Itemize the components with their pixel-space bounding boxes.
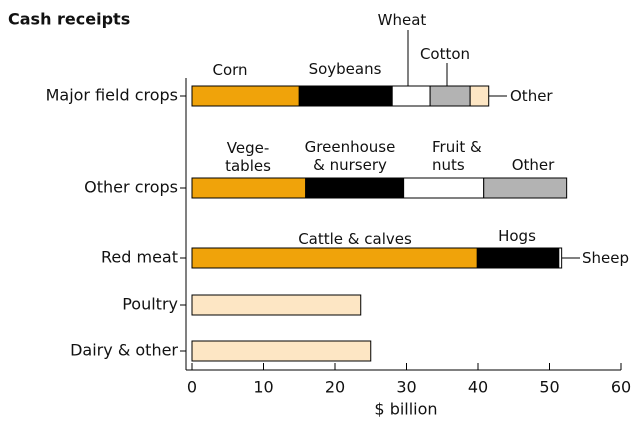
bar-segment	[469, 85, 490, 107]
bar-segment	[191, 247, 478, 269]
bar-segment	[476, 247, 560, 269]
bar-segment	[191, 340, 372, 362]
x-axis-label: $ billion	[374, 400, 437, 419]
x-tick-label: 0	[187, 378, 197, 397]
bar-segment	[191, 294, 362, 316]
y-tick-label: Dairy & other	[70, 341, 178, 360]
x-tick-label: 40	[468, 378, 488, 397]
bar-segment	[391, 85, 431, 107]
x-tick-label: 60	[611, 378, 631, 397]
x-tick-label: 10	[253, 378, 273, 397]
segment-label: Hogs	[498, 227, 536, 245]
segment-label: Other	[512, 156, 555, 174]
segment-label: Wheat	[378, 11, 427, 29]
y-tick-label: Red meat	[101, 248, 178, 267]
x-tick-label: 20	[325, 378, 345, 397]
segment-label: Soybeans	[309, 60, 382, 78]
segment-label: Cattle & calves	[298, 230, 412, 248]
chart-title: Cash receipts	[8, 10, 130, 29]
y-tick-label: Other crops	[84, 178, 178, 197]
bar-segment	[483, 177, 568, 199]
segment-label: Corn	[212, 61, 247, 79]
x-tick-label: 30	[396, 378, 416, 397]
segment-label: Other	[510, 87, 553, 105]
bar-segment	[191, 177, 307, 199]
segment-label: Greenhouse & nursery	[305, 138, 396, 174]
x-tick-label: 50	[539, 378, 559, 397]
segment-label: Fruit & nuts	[432, 138, 482, 174]
bar-segment	[403, 177, 485, 199]
bar-segment	[305, 177, 405, 199]
segment-label: Vege-tables	[225, 139, 271, 175]
bar-segment	[558, 247, 563, 269]
bar-segment	[191, 85, 300, 107]
segment-label: Sheep	[582, 249, 629, 267]
segment-label: Cotton	[420, 45, 470, 63]
y-tick-label: Poultry	[122, 295, 178, 314]
bar-segment	[429, 85, 471, 107]
y-tick-label: Major field crops	[46, 86, 178, 105]
bar-segment	[298, 85, 393, 107]
